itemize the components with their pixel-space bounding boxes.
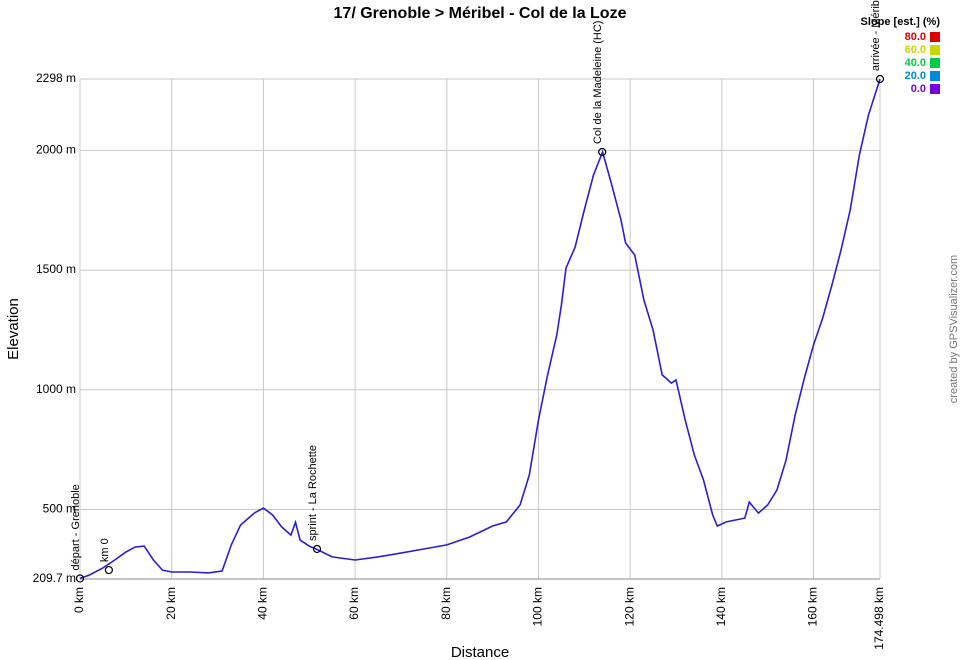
- credit: created by GPSVisualizer.com: [948, 255, 960, 403]
- legend-swatch: [930, 32, 940, 42]
- elevation-line: [79, 78, 881, 580]
- waypoint-marker: [104, 565, 113, 575]
- x-tick-label: 60 km: [347, 587, 361, 620]
- x-tick-label: 140 km: [714, 587, 728, 626]
- x-tick-label: 80 km: [439, 587, 453, 620]
- waypoint-marker: [312, 544, 322, 554]
- y-tick-label: 1500 m: [36, 262, 76, 276]
- legend-swatch: [930, 45, 940, 55]
- y-tick-label: 2298 m: [36, 71, 76, 85]
- waypoint-label: Col de la Madeleine (HC): [592, 21, 604, 145]
- waypoint-label: km 0: [99, 538, 111, 562]
- y-tick-label: 1000 m: [36, 382, 76, 396]
- legend-label: 80.0: [905, 31, 926, 43]
- y-tick-label: 2000 m: [36, 143, 76, 157]
- waypoint-marker: [75, 574, 85, 583]
- x-tick-label: 0 km: [72, 587, 86, 613]
- x-tick-label: 40 km: [256, 587, 270, 620]
- x-axis-title: Distance: [451, 644, 509, 660]
- legend-swatch: [930, 58, 940, 68]
- legend-swatch: [930, 71, 940, 81]
- legend-label: 20.0: [905, 70, 926, 82]
- legend-label: 0.0: [911, 83, 926, 95]
- waypoint-marker: [875, 74, 885, 84]
- legend-swatch: [930, 84, 940, 94]
- chart-title: 17/ Grenoble > Méribel - Col de la Loze: [334, 5, 627, 22]
- waypoint-label: arrivée - Méribel: [870, 0, 882, 71]
- legend-label: 40.0: [905, 57, 926, 69]
- legend-label: 60.0: [905, 44, 926, 56]
- waypoint-label: sprint - La Rochette: [307, 445, 319, 541]
- x-tick-label: 100 km: [531, 587, 545, 626]
- x-tick-label: 20 km: [164, 587, 178, 620]
- legend-title: Slope [est.] (%): [861, 16, 941, 28]
- waypoint-marker: [598, 147, 607, 157]
- waypoint-label: départ - Grenoble: [70, 484, 82, 570]
- y-tick-label: 500 m: [43, 502, 76, 516]
- x-tick-label: 174.498 km: [872, 587, 886, 650]
- y-axis-title: Elevation: [5, 298, 22, 360]
- x-tick-label: 160 km: [806, 587, 820, 626]
- x-tick-label: 120 km: [622, 587, 636, 626]
- y-tick-label: 209.7 m: [33, 571, 76, 585]
